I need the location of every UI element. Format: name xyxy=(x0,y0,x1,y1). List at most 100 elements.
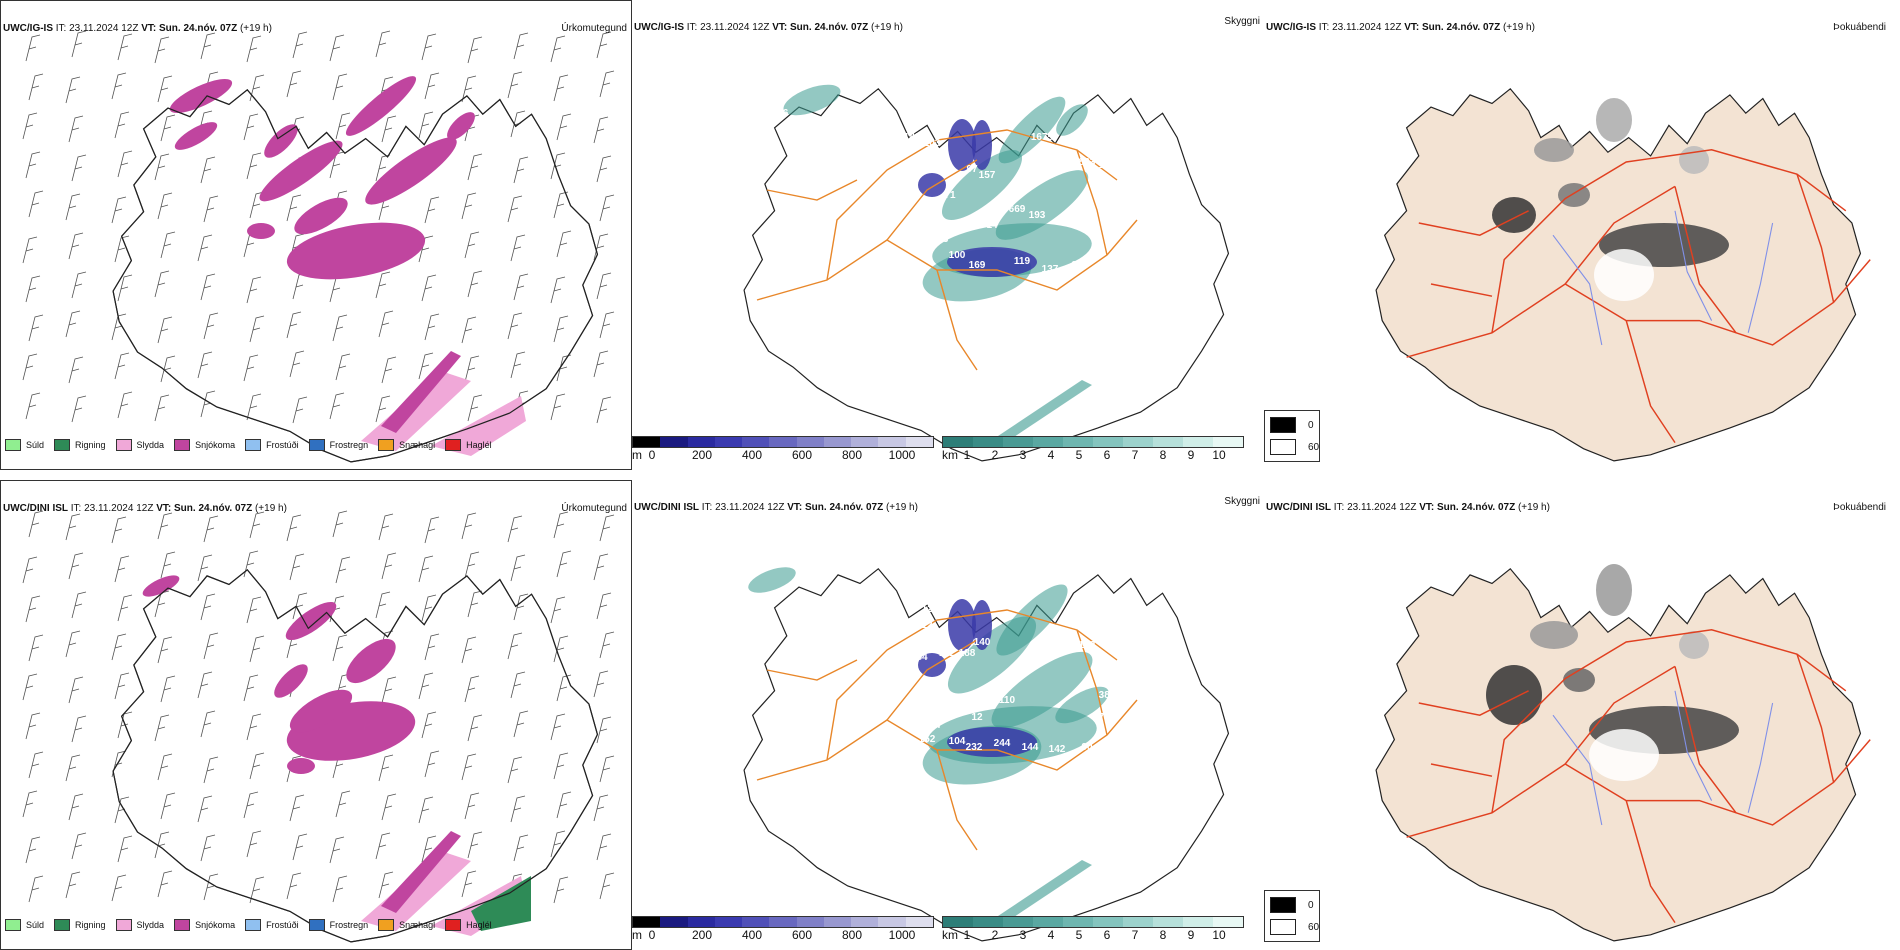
height-ticks: 0 200 400 600 800 1000 xyxy=(632,928,942,942)
fog-map xyxy=(1375,564,1871,942)
visibility-label: 187 xyxy=(1024,172,1041,183)
vt-label: VT: xyxy=(787,502,803,513)
visibility-label: 157 xyxy=(979,170,996,181)
height-unit: m xyxy=(632,928,642,942)
model-name: UWC/DINI ISL xyxy=(1266,502,1331,513)
fog-panel: UWC/DINI ISL IT: 23.11.2024 12Z VT: Sun.… xyxy=(1264,480,1900,950)
legend-item-2: Slydda xyxy=(115,439,165,451)
legend-item-5: Frostregn xyxy=(308,439,369,451)
legend-item-4: Frostúði xyxy=(245,439,299,451)
fog-legend-high-label: 0 xyxy=(1308,899,1314,911)
panel-header: UWC/DINI ISL IT: 23.11.2024 12Z VT: Sun.… xyxy=(1266,502,1550,514)
legend-swatch xyxy=(5,919,21,931)
legend-swatch xyxy=(174,919,191,931)
height-tick: 400 xyxy=(741,928,763,942)
it-label: IT: xyxy=(701,502,713,513)
vis-tick: 9 xyxy=(1187,448,1195,462)
visibility-label: 119 xyxy=(1014,256,1031,267)
vis-ticks: 1 2 3 4 5 6 7 8 9 10 xyxy=(942,928,1252,942)
it-value: 23.11.2024 12Z xyxy=(1332,22,1402,33)
vis-tick: 8 xyxy=(1159,928,1167,942)
legend-item-6: Snæhagl xyxy=(378,919,435,931)
visibility-label: 123 xyxy=(932,234,949,245)
vis-tick: 7 xyxy=(1131,928,1139,942)
vt-value: Sun. 24.nóv. 07Z xyxy=(159,23,238,34)
panel-title: Skyggni xyxy=(1224,496,1260,507)
vt-value: Sun. 24.nóv. 07Z xyxy=(174,503,253,514)
visibility-label: 104 xyxy=(949,736,966,747)
visibility-label: 12 xyxy=(918,634,930,645)
it-label: IT: xyxy=(70,503,82,514)
visibility-label: 330 xyxy=(1119,142,1136,153)
visibility-label: 387 xyxy=(1099,690,1116,701)
precip-legend: Súld Rigning Slydda Snjókoma Frostúði Frostre… xyxy=(5,916,502,934)
legend-label: Snjókoma xyxy=(195,440,236,450)
legend-item-4: Frostúði xyxy=(245,919,299,931)
visibility-label: 1675 xyxy=(1031,132,1054,143)
vis-ticks: 1 2 3 4 5 6 7 8 9 10 xyxy=(942,448,1252,462)
vis-tick: 7 xyxy=(1131,448,1139,462)
legend-item-3: Snjókoma xyxy=(174,919,235,931)
fog-legend: 0 60 xyxy=(1264,410,1320,462)
model-row-0: UWC/IG-IS IT: 23.11.2024 12Z VT: Sun. 24… xyxy=(0,0,1900,470)
legend-label: Rigning xyxy=(75,440,106,450)
legend-swatch xyxy=(115,919,132,931)
it-value: 23.11.2024 12Z xyxy=(69,23,139,34)
precip-map xyxy=(22,30,615,463)
legend-swatch xyxy=(308,439,325,451)
fog-legend-high-label: 0 xyxy=(1308,419,1314,431)
vis-tick: 4 xyxy=(1047,448,1055,462)
legend-swatch xyxy=(378,919,395,931)
vis-tick: 9 xyxy=(1187,928,1195,942)
precip-type-panel: UWC/IG-IS IT: 23.11.2024 12Z VT: Sun. 24… xyxy=(0,0,632,470)
legend-swatch xyxy=(115,439,132,451)
legend-label: Frostregn xyxy=(329,440,369,450)
vt-label: VT: xyxy=(772,22,788,33)
vt-value: Sun. 24.nóv. 07Z xyxy=(1437,502,1516,513)
height-tick: 800 xyxy=(841,928,863,942)
legend-swatch xyxy=(245,919,262,931)
legend-label: Slydda xyxy=(136,920,165,930)
panel-title: Þokuábendi xyxy=(1833,22,1886,33)
vis-unit: km xyxy=(942,448,958,462)
vis-tick: 4 xyxy=(1047,928,1055,942)
legend-label: Frostregn xyxy=(329,920,369,930)
lead-time: (+19 h) xyxy=(239,23,272,34)
vis-tick: 6 xyxy=(1103,928,1111,942)
legend-item-7: Haglél xyxy=(445,919,492,931)
legend-label: Slydda xyxy=(136,440,165,450)
legend-label: Súld xyxy=(26,920,45,930)
it-value: 23.11.2024 12Z xyxy=(715,502,785,513)
fog-legend-low: 60 xyxy=(1270,919,1319,935)
legend-item-1: Rigning xyxy=(54,439,106,451)
fog-legend-high: 0 xyxy=(1270,417,1314,433)
panel-header: UWC/DINI ISL IT: 23.11.2024 12Z VT: Sun.… xyxy=(634,502,918,514)
visibility-label: 418 xyxy=(902,592,919,603)
height-tick: 400 xyxy=(741,448,763,462)
model-name: UWC/IG-IS xyxy=(634,22,684,33)
vt-label: VT: xyxy=(1419,502,1435,513)
visibility-label: 90 xyxy=(1081,742,1093,753)
legend-label: Haglél xyxy=(466,440,492,450)
visibility-label: 698 xyxy=(1044,637,1061,648)
visibility-label: 743 xyxy=(1099,712,1116,723)
fog-legend-low: 60 xyxy=(1270,439,1319,455)
model-name: UWC/DINI ISL xyxy=(3,503,68,514)
height-tick: 1000 xyxy=(888,448,916,462)
visibility-label: 100 xyxy=(949,250,966,261)
legend-item-0: Súld xyxy=(5,439,44,451)
height-tick: 800 xyxy=(841,448,863,462)
visibility-label: 172 xyxy=(1079,640,1096,651)
visibility-label: 786 xyxy=(772,108,789,119)
vis-tick: 8 xyxy=(1159,448,1167,462)
vt-label: VT: xyxy=(141,23,157,34)
legend-label: Snjókoma xyxy=(195,920,236,930)
legend-item-3: Snjókoma xyxy=(174,439,235,451)
visibility-label: 169 xyxy=(969,260,986,271)
vt-value: Sun. 24.nóv. 07Z xyxy=(790,22,869,33)
vt-label: VT: xyxy=(156,503,172,514)
vis-tick: 3 xyxy=(1019,928,1027,942)
visibility-label: 13 xyxy=(926,157,938,168)
visibility-label: 14 xyxy=(986,220,998,231)
